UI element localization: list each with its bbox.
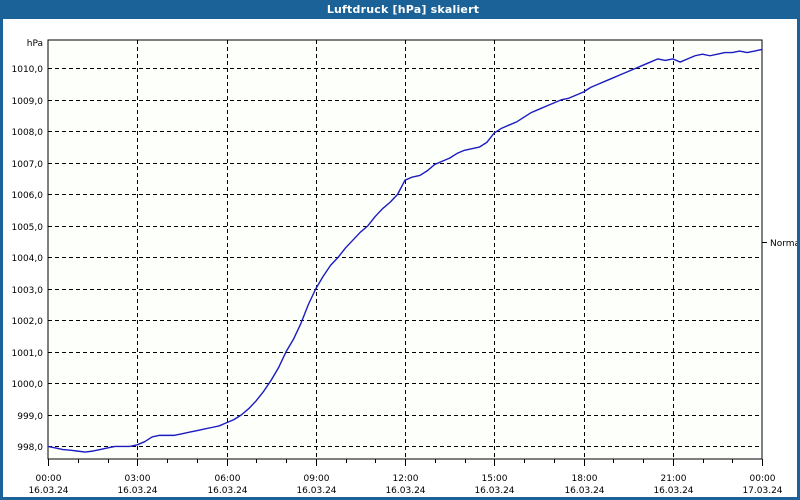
x-tick-time-label: 06:00 bbox=[215, 474, 241, 484]
x-tick-time-label: 00:00 bbox=[750, 474, 776, 484]
y-tick-label: 1000,0 bbox=[12, 380, 44, 390]
y-tick-label: 1002,0 bbox=[12, 317, 44, 327]
x-tick-time-label: 00:00 bbox=[36, 474, 62, 484]
y-tick-label: 1001,0 bbox=[12, 349, 44, 359]
x-tick-date-label: 16.03.24 bbox=[564, 486, 604, 496]
x-axis-ticks bbox=[48, 459, 763, 466]
y-tick-label: 998,0 bbox=[17, 443, 43, 453]
x-tick-date-label: 16.03.24 bbox=[28, 486, 68, 496]
x-axis-labels: 00:00 16.03.24 03:00 16.03.24 06:00 16.03.24 0… bbox=[28, 474, 782, 496]
x-tick-time-label: 21:00 bbox=[661, 474, 687, 484]
x-tick-time-label: 03:00 bbox=[125, 474, 151, 484]
window-title: Luftdruck [hPa] skaliert bbox=[3, 0, 800, 19]
x-tick-date-label: 16.03.24 bbox=[117, 486, 157, 496]
y-tick-label: 1008,0 bbox=[12, 128, 44, 138]
y-tick-label: 1010,0 bbox=[12, 65, 44, 75]
chart-annotations: Normal bbox=[762, 239, 797, 249]
y-tick-label: 1006,0 bbox=[12, 191, 44, 201]
y-axis-labels: 1010,0 1009,0 1008,0 1007,0 1006,0 1005,0 1004… bbox=[12, 65, 44, 453]
x-tick-date-label: 16.03.24 bbox=[296, 486, 336, 496]
x-tick-date-label: 17.03.24 bbox=[742, 486, 782, 496]
y-tick-label: 999,0 bbox=[17, 412, 43, 422]
chart-canvas: 1010,0 1009,0 1008,0 1007,0 1006,0 1005,0 1004… bbox=[3, 19, 797, 497]
y-tick-label: 1007,0 bbox=[12, 160, 44, 170]
x-tick-time-label: 12:00 bbox=[393, 474, 419, 484]
chart-svg: 1010,0 1009,0 1008,0 1007,0 1006,0 1005,0 1004… bbox=[12, 39, 798, 496]
y-tick-label: 1005,0 bbox=[12, 223, 44, 233]
x-tick-date-label: 16.03.24 bbox=[385, 486, 425, 496]
y-tick-label: 1009,0 bbox=[12, 97, 44, 107]
x-tick-time-label: 18:00 bbox=[572, 474, 598, 484]
x-tick-time-label: 09:00 bbox=[304, 474, 330, 484]
y-axis-unit-label: hPa bbox=[27, 39, 43, 49]
y-tick-label: 1004,0 bbox=[12, 254, 44, 264]
pressure-series-line bbox=[47, 48, 763, 453]
y-tick-label: 1003,0 bbox=[12, 286, 44, 296]
x-tick-date-label: 16.03.24 bbox=[207, 486, 247, 496]
x-tick-date-label: 16.03.24 bbox=[653, 486, 693, 496]
x-tick-time-label: 15:00 bbox=[482, 474, 508, 484]
plot-background bbox=[48, 40, 762, 459]
x-tick-date-label: 16.03.24 bbox=[474, 486, 514, 496]
annotation-label-normal: Normal bbox=[770, 239, 797, 249]
